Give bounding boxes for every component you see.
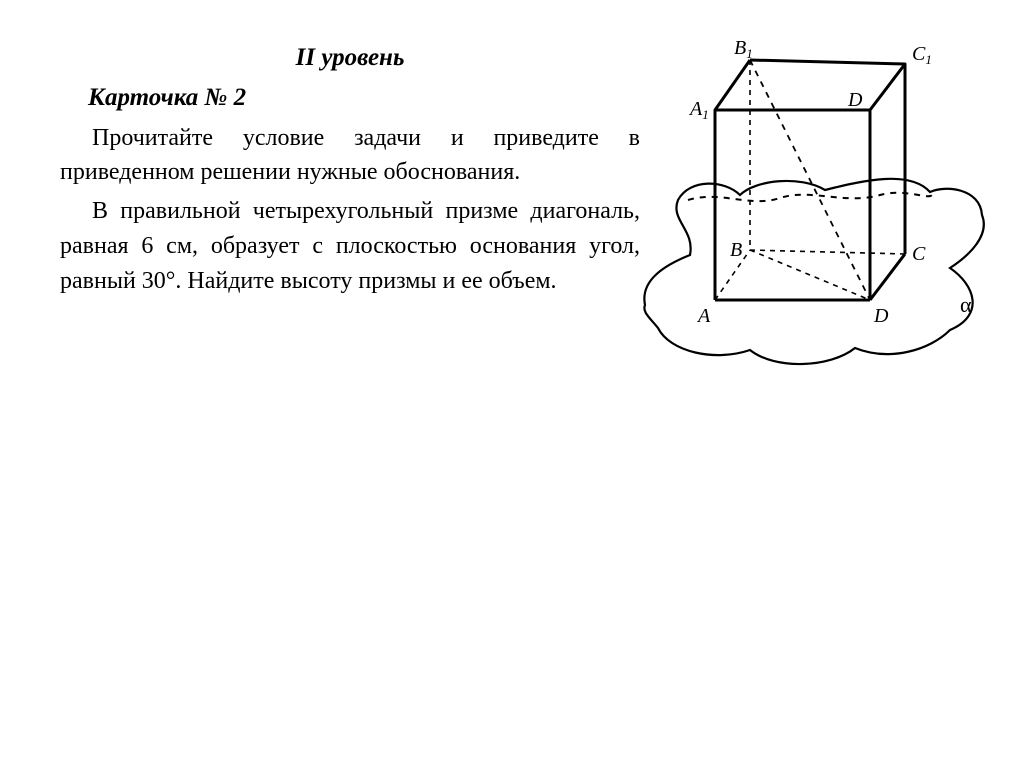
text-column: II уровень Карточка № 2 Прочитайте услов…	[60, 40, 640, 298]
diagonal-B-D	[750, 250, 870, 300]
top-face	[715, 60, 905, 110]
prism-svg: B1 C1 A1 D B C A D α	[630, 30, 1000, 380]
label-C1: C1	[912, 43, 932, 67]
edge-B-C-hidden	[750, 250, 905, 254]
label-A1: A1	[688, 98, 709, 122]
label-alpha: α	[960, 292, 972, 317]
label-D1: D	[847, 89, 863, 111]
card-heading: Карточка № 2	[88, 80, 640, 116]
label-B1: B1	[734, 37, 753, 61]
edge-D-C	[870, 254, 905, 300]
paragraph-1: Прочитайте условие задачи и приведите в …	[60, 121, 640, 191]
paragraph-2: В правильной четырехугольный призме диаг…	[60, 194, 640, 298]
label-B: B	[730, 239, 742, 261]
prism-figure: B1 C1 A1 D B C A D α	[630, 30, 1000, 380]
label-A: A	[696, 305, 711, 327]
page: II уровень Карточка № 2 Прочитайте услов…	[0, 0, 1024, 767]
plane-outline	[644, 179, 983, 364]
label-D: D	[873, 305, 889, 327]
wavy-dashed-line	[688, 193, 932, 201]
level-heading: II уровень	[60, 40, 640, 76]
label-C: C	[912, 243, 926, 265]
